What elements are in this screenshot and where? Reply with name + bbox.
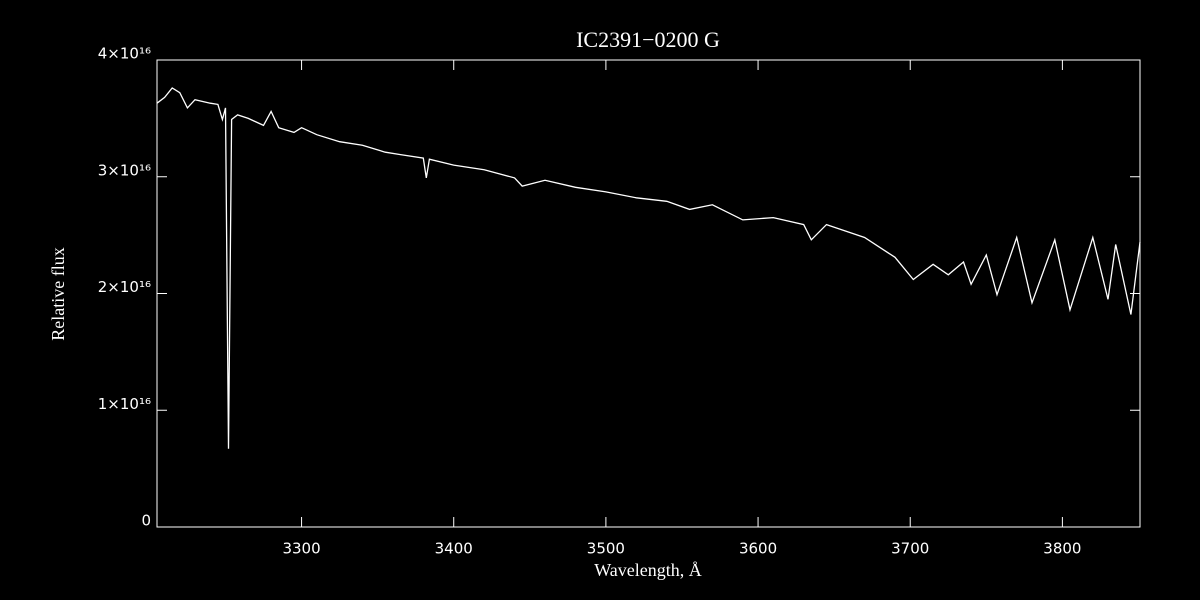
x-tick-label: 3800 bbox=[1043, 540, 1081, 558]
y-tick-label: 4×10¹⁶ bbox=[98, 45, 151, 63]
chart-title: IC2391−0200 G bbox=[576, 27, 720, 52]
x-tick-label: 3700 bbox=[891, 540, 929, 558]
x-tick-label: 3300 bbox=[282, 540, 320, 558]
spectrum-line bbox=[156, 87, 1141, 449]
y-tick-label: 2×10¹⁶ bbox=[98, 278, 151, 296]
x-tick-label: 3400 bbox=[435, 540, 473, 558]
y-tick-label: 3×10¹⁶ bbox=[98, 161, 151, 179]
y-axis-label: Relative flux bbox=[48, 247, 68, 340]
y-tick-label: 0 bbox=[141, 512, 151, 530]
x-tick-label: 3500 bbox=[587, 540, 625, 558]
plot-frame bbox=[156, 59, 1141, 528]
y-tick-label: 1×10¹⁶ bbox=[98, 395, 151, 413]
x-tick-label: 3600 bbox=[739, 540, 777, 558]
x-axis-label: Wavelength, Å bbox=[594, 560, 702, 580]
